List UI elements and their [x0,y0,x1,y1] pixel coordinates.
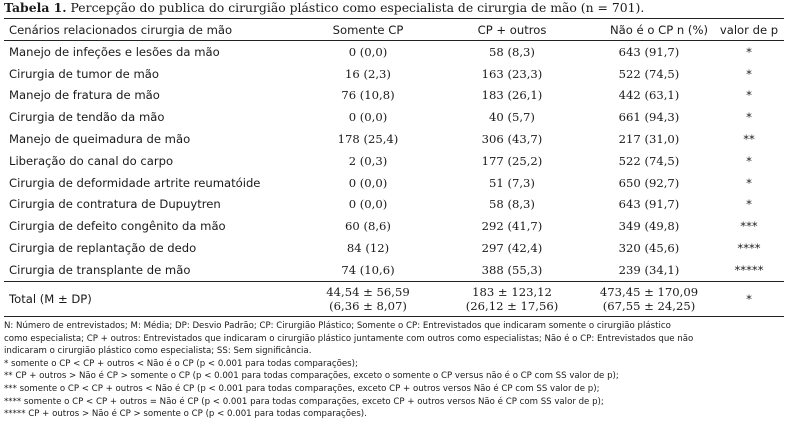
cell-somente-cp: 178 (25,4) [337,132,399,147]
row-label: Cirurgia de deformidade artrite reumatói… [9,175,261,190]
footnote-line: ** CP + outros > Não é CP > somente o CP… [4,371,619,382]
table-row: Manejo de fratura de mão 76 (10,8) 183 (26… [4,85,784,107]
cell-somente-cp: 0 (0,0) [348,175,388,190]
row-label: Manejo de queimadura de mão [9,132,191,147]
cell-cp-outros: 40 (5,7) [489,110,535,125]
table-body: Manejo de infeções e lesões da mão 0 (0,0… [4,41,784,317]
cell-nao-cp: 643 (91,7) [618,44,680,59]
cell-valor-p: * [746,197,752,212]
cell-cp-outros: 163 (23,3) [481,66,543,81]
cell-nao-cp: 320 (45,6) [618,241,680,256]
footnote-line: *** somente o CP < CP + outros < Não é C… [4,383,600,394]
row-label: Cirurgia de contratura de Dupuytren [9,197,221,212]
total-label: Total (M ± DP) [4,280,296,317]
row-label: Manejo de infeções e lesões da mão [9,44,220,59]
cell-valor-p: * [746,153,752,168]
table-header-row: Cenários relacionados cirurgia de mão So… [4,18,784,41]
caption-text: Percepção do publica do cirurgião plásti… [66,0,645,15]
cell-nao-cp: 442 (63,1) [618,88,680,103]
cell-valor-p: * [746,110,752,125]
data-table: Cenários relacionados cirurgia de mão So… [4,18,784,317]
cell-somente-cp: 60 (8,6) [345,219,391,234]
cell-nao-cp: 522 (74,5) [618,66,680,81]
cell-cp-outros: 388 (55,3) [481,262,543,277]
cell-cp-outros: 58 (8,3) [489,44,535,59]
cell-somente-cp: 84 (12) [346,241,390,256]
cell-nao-cp: 217 (31,0) [618,132,680,147]
cell-valor-p: * [746,88,752,103]
table-row: Cirurgia de tendão da mão 0 (0,0) 40 (5,7)… [4,106,784,128]
cell-somente-cp: 0 (0,0) [348,44,388,59]
cell-somente-cp: 16 (2,3) [345,66,391,81]
col-header-cenarios: Cenários relacionados cirurgia de mão [4,18,296,41]
total-cp-outros: 183 ± 123,12 (26,12 ± 17,56) [440,280,584,317]
total-valor-p: * [714,280,784,317]
table-footnotes: N: Número de entrevistados; M: Média; DP… [4,320,784,421]
row-label: Cirurgia de replantação de dedo [9,241,197,256]
footnote-line: N: Número de entrevistados; M: Média; DP… [4,321,671,331]
table-row: Cirurgia de replantação de dedo 84 (12) 29… [4,237,784,259]
cell-valor-p: * [746,66,752,81]
cell-cp-outros: 177 (25,2) [481,153,543,168]
table-row: Cirurgia de contratura de Dupuytren 0 (0,… [4,194,784,216]
cell-valor-p: *** [740,219,758,234]
table-row: Cirurgia de deformidade artrite reumatói… [4,172,784,194]
cell-nao-cp: 349 (49,8) [618,219,680,234]
cell-nao-cp: 522 (74,5) [618,153,680,168]
cell-valor-p: * [746,175,752,190]
footnote-line: **** somente o CP < CP + outros = Não é … [4,396,604,407]
footnote-line: como especialista; CP + outros: Entrevis… [4,333,694,344]
cell-cp-outros: 58 (8,3) [489,197,535,212]
cell-somente-cp: 0 (0,0) [348,110,388,125]
cell-somente-cp: 2 (0,3) [348,153,388,168]
cell-nao-cp: 643 (91,7) [618,197,680,212]
footnote-line: ***** CP + outros > Não é CP > somente o… [4,409,367,420]
cell-valor-p: ***** [734,262,764,277]
table-total-row: Total (M ± DP) 44,54 ± 56,59 (6,36 ± 8,07… [4,280,784,317]
cell-valor-p: * [746,44,752,59]
table-row: Manejo de queimadura de mão 178 (25,4) 306… [4,128,784,150]
footnote-line: * somente o CP < CP + outros < Não é o C… [4,358,358,369]
table-row: Liberação do canal do carpo 2 (0,3) 177 (2… [4,150,784,172]
table-row: Manejo de infeções e lesões da mão 0 (0,0… [4,41,784,63]
row-label: Cirurgia de tumor de mão [9,66,159,81]
col-header-cp-outros: CP + outros [440,18,584,41]
footnote-line: indicaram o cirurgião plástico como espe… [4,346,312,357]
cell-cp-outros: 306 (43,7) [481,132,543,147]
total-somente-cp: 44,54 ± 56,59 (6,36 ± 8,07) [296,280,440,317]
total-nao-cp: 473,45 ± 170,09 (67,55 ± 24,25) [584,280,714,317]
cell-somente-cp: 74 (10,6) [341,262,395,277]
caption-label: Tabela 1. [4,0,67,15]
row-label: Cirurgia de transplante de mão [9,262,191,277]
cell-nao-cp: 239 (34,1) [618,262,680,277]
cell-cp-outros: 292 (41,7) [481,219,543,234]
col-header-somente-cp: Somente CP [296,18,440,41]
cell-nao-cp: 661 (94,3) [618,110,680,125]
cell-cp-outros: 51 (7,3) [489,175,535,190]
row-label: Cirurgia de tendão da mão [9,110,165,125]
cell-nao-cp: 650 (92,7) [618,175,680,190]
row-label: Manejo de fratura de mão [9,88,160,103]
table-row: Cirurgia de tumor de mão 16 (2,3) 163 (23,… [4,63,784,85]
cell-valor-p: **** [737,241,761,256]
cell-somente-cp: 76 (10,8) [341,88,395,103]
cell-cp-outros: 183 (26,1) [481,88,543,103]
row-label: Liberação do canal do carpo [9,153,174,168]
row-label: Cirurgia de defeito congênito da mão [9,219,226,234]
table-row: Cirurgia de defeito congênito da mão 60 (… [4,215,784,237]
col-header-nao-cp: Não é o CP n (%) [584,18,714,41]
table-row: Cirurgia de transplante de mão 74 (10,6) 3… [4,259,784,281]
table-caption: Tabela 1. Percepção do publica do cirurg… [4,0,784,16]
col-header-valor-p: valor de p [714,18,784,41]
cell-valor-p: ** [743,132,755,147]
cell-somente-cp: 0 (0,0) [348,197,388,212]
cell-cp-outros: 297 (42,4) [481,241,543,256]
